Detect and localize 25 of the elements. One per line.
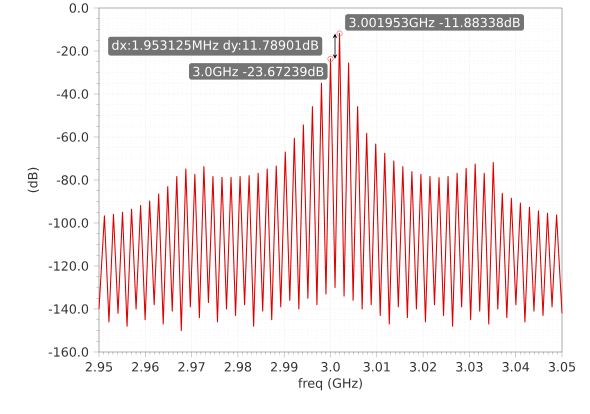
x-tick-label: 3.02: [410, 362, 436, 372]
y-tick-label: -40.0: [56, 89, 88, 99]
x-tick-label: 2.97: [178, 362, 205, 372]
x-tick-label: 3.05: [548, 362, 575, 372]
y-tick-label: -20.0: [56, 46, 88, 56]
x-tick-label: 3.01: [364, 362, 390, 372]
x-tick-label: 2.96: [132, 362, 159, 372]
y-tick-label: -60.0: [56, 132, 88, 142]
x-axis-title: freq (GHz): [298, 378, 362, 390]
x-tick-label: 2.99: [271, 362, 298, 372]
y-tick-label: -100.0: [48, 218, 88, 228]
annotation: dx:1.953125MHz dy:11.78901dB: [112, 40, 318, 52]
y-tick-label: -120.0: [48, 261, 88, 271]
y-tick-label: -160.0: [48, 347, 88, 357]
y-tick-label: -80.0: [56, 175, 88, 185]
x-tick-label: 3.04: [502, 362, 530, 372]
y-tick-label: -140.0: [48, 304, 88, 314]
y-axis-title: (dB): [28, 168, 39, 192]
x-tick-label: 3.03: [456, 362, 482, 372]
x-tick-label: 2.95: [86, 362, 112, 372]
annotation: 3.001953GHz -11.88338dB: [349, 17, 520, 28]
y-tick-label: 0.0: [70, 3, 88, 13]
x-tick-label: 3.0: [321, 362, 340, 372]
x-tick-label: 2.98: [224, 362, 252, 372]
annotation: 3.0GHz -23.67239dB: [193, 66, 324, 76]
